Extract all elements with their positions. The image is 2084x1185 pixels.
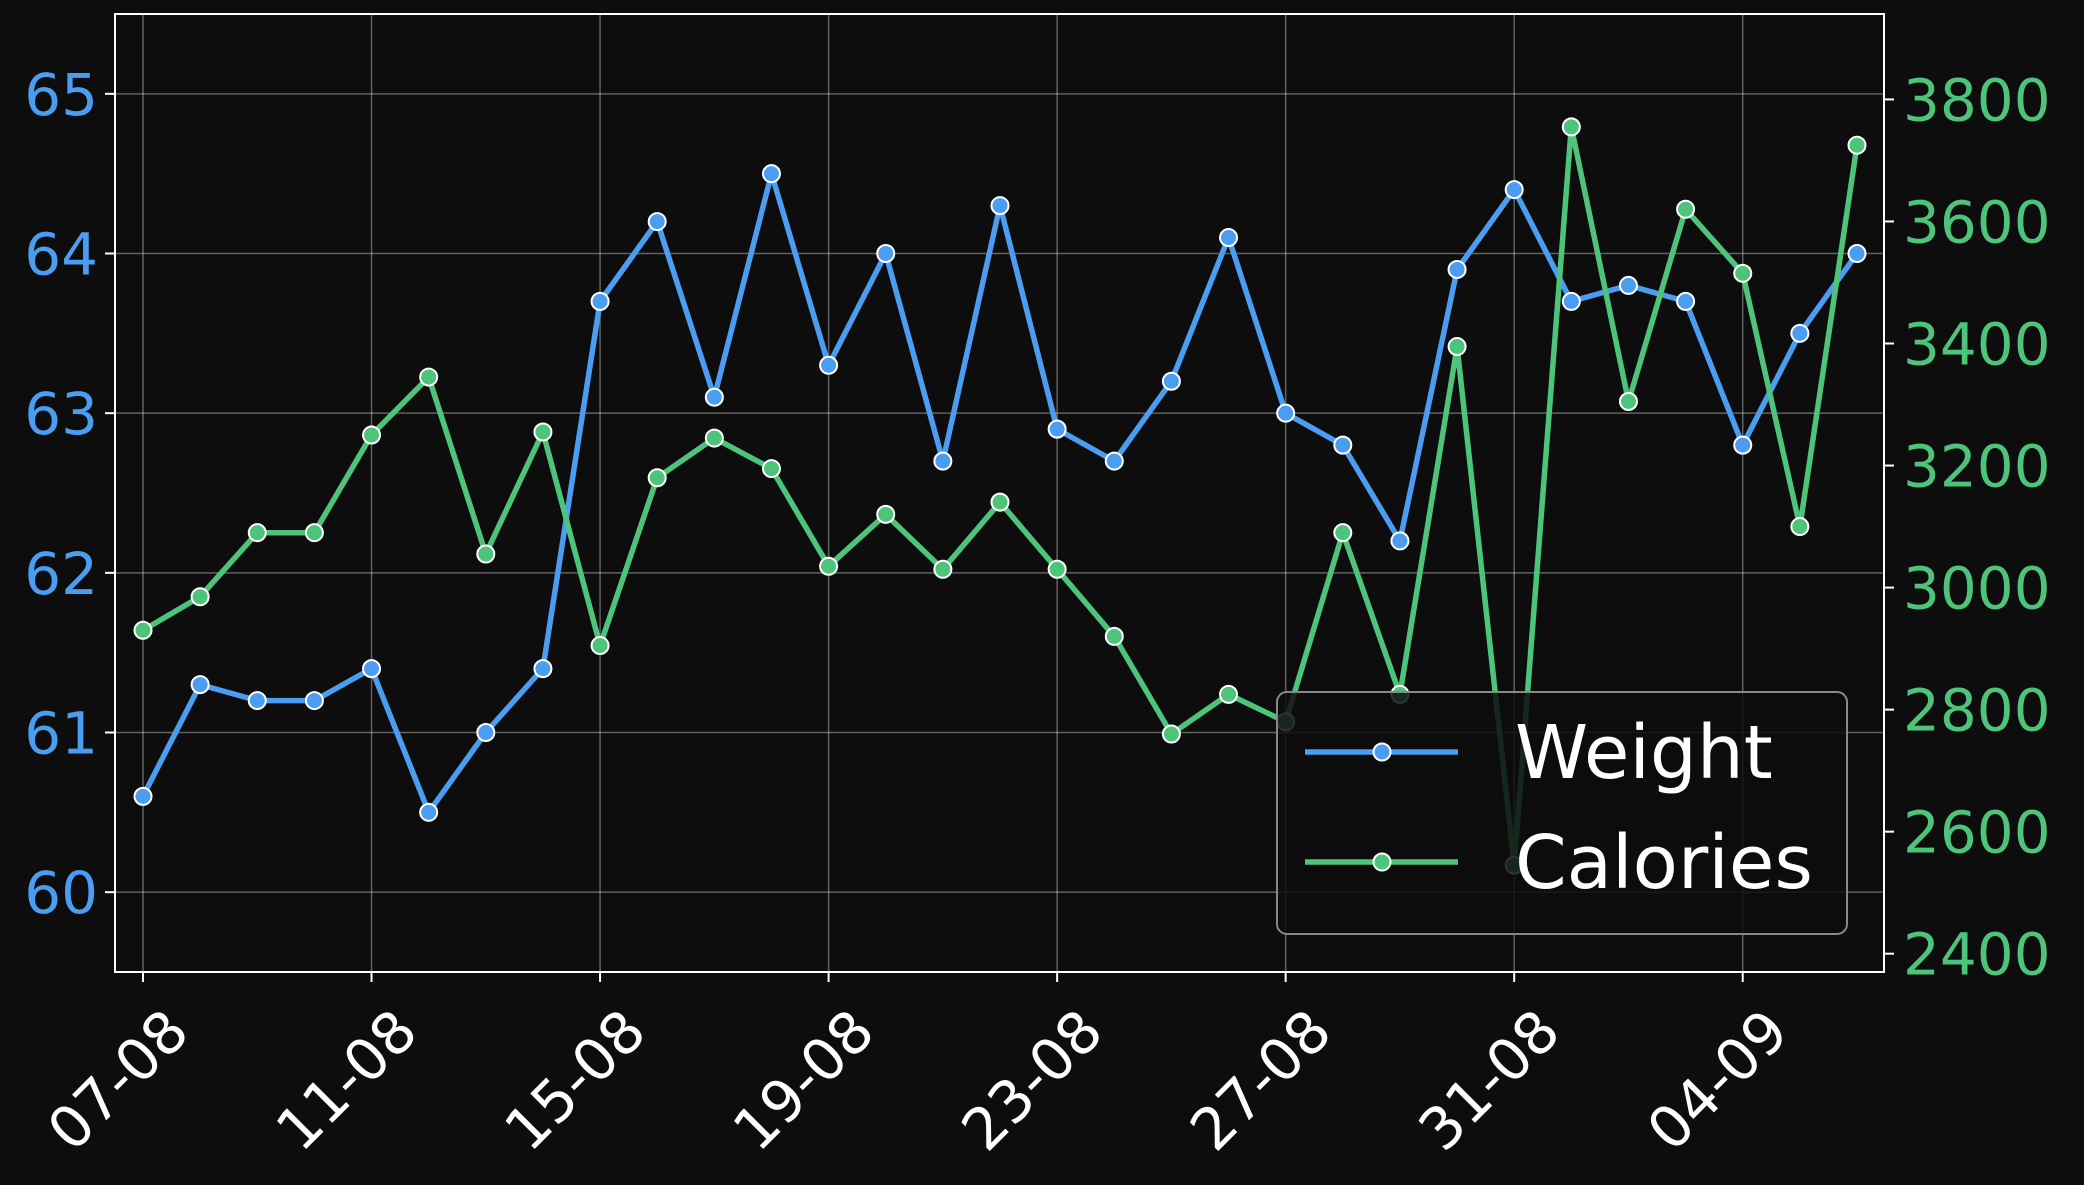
weight-point: [533, 659, 553, 679]
calories-point: [1447, 337, 1467, 357]
right-tick-label: 3200: [1903, 433, 2051, 501]
calories-point: [247, 523, 267, 543]
x-tick-label: 31-08: [1406, 997, 1573, 1164]
weight-point: [476, 723, 496, 742]
weight-point: [133, 786, 153, 806]
calories-point: [647, 468, 667, 488]
calories-point: [761, 459, 781, 479]
calories-point: [476, 544, 496, 564]
calories-point: [1676, 199, 1696, 219]
right-tick-label: 3000: [1903, 555, 2051, 623]
x-tick-label: 23-08: [949, 997, 1116, 1164]
series-weight: [133, 164, 1867, 822]
x-tick-label: 19-08: [720, 997, 887, 1164]
x-tick-label: 11-08: [263, 997, 430, 1164]
weight-point: [1447, 259, 1467, 279]
weight-point: [304, 691, 324, 711]
left-tick-label: 65: [24, 61, 98, 129]
weight-point: [362, 659, 382, 679]
series-calories: [133, 117, 1867, 875]
weight-point: [590, 291, 610, 311]
calories-point: [304, 523, 324, 543]
weight-point: [1847, 244, 1867, 263]
calories-point: [1047, 559, 1067, 579]
plot-frame: [114, 13, 1885, 973]
x-tick-label: 15-08: [491, 997, 658, 1164]
right-tick-label: 3600: [1903, 188, 2051, 256]
weight-point: [1790, 323, 1810, 343]
left-tick-label: 63: [24, 380, 98, 448]
right-tick-label: 3400: [1903, 311, 2051, 379]
weight-point: [876, 244, 896, 263]
x-tick-label: 04-09: [1634, 997, 1801, 1164]
weight-point: [247, 691, 267, 711]
right-tick-label: 3800: [1903, 66, 2051, 134]
right-tick-label: 2600: [1903, 799, 2051, 867]
left-tick-label: 60: [24, 859, 98, 927]
weight-point: [761, 164, 781, 184]
left-axis-ticks: 60 61 62 63 64 65: [24, 61, 115, 927]
weight-point: [419, 802, 439, 822]
weight-point: [1676, 291, 1696, 311]
x-axis-ticks: 07-08 11-08 15-08 19-08 23-08 27-08 31-08 04-09: [34, 972, 1801, 1164]
legend-weight-marker: [1372, 742, 1392, 762]
calories-point: [1847, 135, 1867, 155]
calories-point: [1733, 263, 1753, 283]
weight-point: [1733, 435, 1753, 455]
legend-calories-marker: [1372, 852, 1392, 872]
weight-point: [190, 675, 210, 695]
x-tick-label: 27-08: [1177, 997, 1344, 1164]
legend-calories-label: Calories: [1515, 820, 1813, 906]
weight-point: [933, 451, 953, 471]
weight-point: [1161, 371, 1181, 391]
calories-point: [1219, 684, 1239, 704]
weight-point: [1390, 531, 1410, 551]
calories-point: [1104, 626, 1124, 646]
calories-point: [819, 556, 839, 576]
calories-point: [362, 425, 382, 445]
weight-point: [990, 196, 1010, 216]
calories-point: [1790, 517, 1810, 537]
weight-point: [1276, 403, 1296, 423]
left-tick-label: 64: [24, 221, 98, 289]
calories-point: [1333, 523, 1353, 543]
x-tick-label: 07-08: [34, 997, 201, 1164]
calories-point: [990, 492, 1010, 512]
calories-point: [190, 587, 210, 607]
calories-point: [133, 620, 153, 640]
series-layer: [133, 117, 1867, 875]
calories-point: [933, 559, 953, 579]
calories-point: [419, 367, 439, 387]
weight-point: [647, 212, 667, 232]
left-tick-label: 61: [24, 700, 98, 768]
weight-point: [1333, 435, 1353, 455]
weight-point: [704, 387, 724, 407]
weight-point: [819, 355, 839, 375]
right-axis-ticks: 2400 2600 2800 3000 3200 3400 3600 3800: [1884, 66, 2051, 989]
calories-point: [704, 428, 724, 448]
calories-point: [1561, 117, 1581, 137]
calories-point: [1161, 724, 1181, 744]
right-tick-label: 2400: [1903, 921, 2051, 989]
legend-weight-label: Weight: [1515, 710, 1773, 796]
weight-point: [1047, 419, 1067, 439]
calories-point: [533, 422, 553, 442]
weight-point: [1219, 228, 1239, 248]
calories-point: [590, 636, 610, 656]
weight-point: [1618, 275, 1638, 295]
weight-point: [1561, 291, 1581, 311]
weight-point: [1504, 180, 1524, 200]
left-tick-label: 62: [24, 540, 98, 608]
legend: Weight Calories: [1276, 691, 1848, 935]
calories-point: [876, 504, 896, 524]
weight-point: [1104, 451, 1124, 471]
right-tick-label: 2800: [1903, 677, 2051, 745]
calories-point: [1618, 391, 1638, 411]
